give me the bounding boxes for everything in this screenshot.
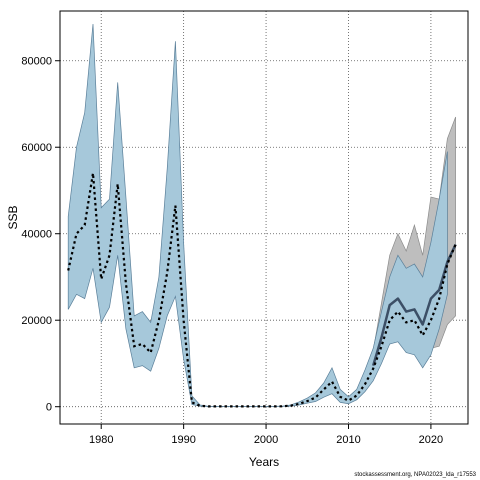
blue-confidence-band	[67, 23, 448, 407]
footer-source: stockassessment.org, NPA02023_lda_r17553	[354, 472, 476, 478]
y-tick-label: 20000	[21, 315, 52, 327]
x-tick-label: 2020	[419, 434, 443, 446]
axes: 1980 1990 2000 2010 2020 0 20000 40000 60000 8000…	[21, 56, 443, 446]
y-tick-label: 40000	[21, 229, 52, 241]
x-tick-label: 2000	[254, 434, 278, 446]
x-tick-label: 1990	[171, 434, 195, 446]
y-tick-label: 80000	[21, 56, 52, 68]
plot-frame	[59, 10, 469, 425]
y-tick-label: 60000	[21, 142, 52, 154]
estimate-lines	[67, 173, 457, 408]
x-tick-label: 2010	[336, 434, 360, 446]
x-tick-label: 1980	[89, 434, 113, 446]
x-axis-label: Years	[249, 455, 279, 469]
dotted-estimate-line	[67, 173, 457, 408]
y-axis-label: SSB	[6, 205, 20, 229]
dark-estimate-line	[372, 243, 457, 366]
confidence-bands	[67, 23, 456, 407]
y-tick-label: 0	[46, 402, 52, 414]
